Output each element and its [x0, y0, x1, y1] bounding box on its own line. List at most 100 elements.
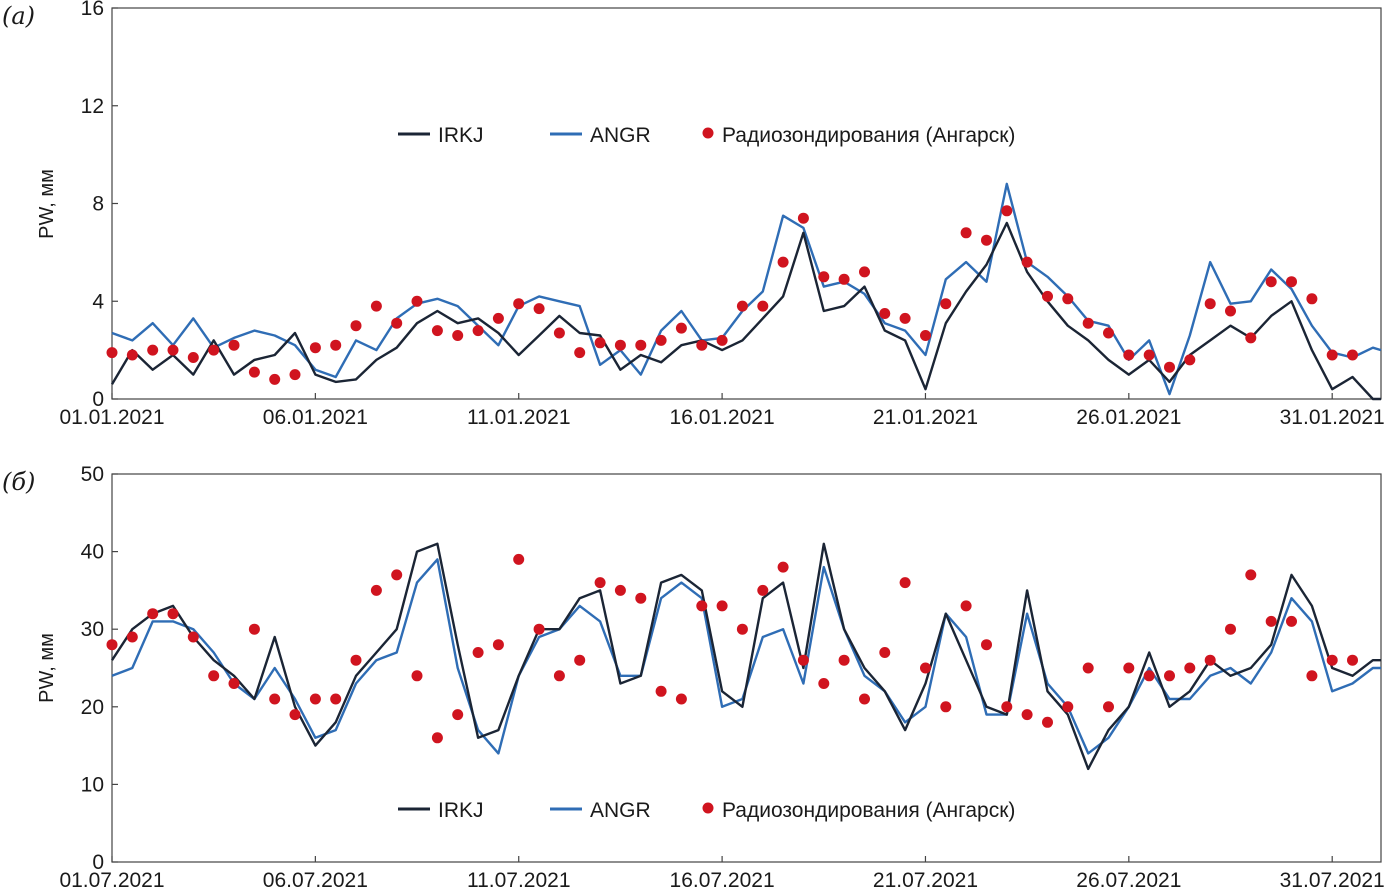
- radiosonde-point: [1103, 701, 1114, 713]
- x-tick-label: 11.07.2021: [467, 869, 571, 892]
- radiosonde-point: [370, 300, 382, 312]
- radiosonde-point: [1143, 670, 1155, 682]
- radiosonde-point: [1326, 654, 1338, 666]
- series-line-angr: [111, 182, 1382, 396]
- radiosonde-point: [920, 330, 931, 341]
- radiosonde-point: [1225, 623, 1236, 635]
- radiosonde-point: [228, 678, 240, 689]
- radiosonde-point: [1245, 569, 1257, 581]
- legend-swatch-radiosonde: [702, 127, 714, 139]
- x-ticks-a: 01.01.2021 06.01.2021 11.01.2021 16.01.2021…: [59, 393, 1385, 429]
- radiosonde-point: [533, 303, 545, 315]
- radiosonde-point: [350, 654, 362, 666]
- radiosonde-point: [126, 349, 138, 361]
- radiosonde-point: [452, 709, 464, 721]
- radiosonde-point: [1326, 349, 1338, 361]
- radiosonde-point: [167, 608, 179, 620]
- series-lines-a: [110, 182, 1382, 401]
- x-tick-label: 26.07.2021: [1076, 869, 1181, 892]
- radiosonde-point: [594, 337, 606, 349]
- y-tick-label: 0: [92, 851, 104, 874]
- radiosonde-point: [391, 569, 403, 581]
- radiosonde-point: [696, 600, 708, 612]
- radiosonde-point: [1306, 670, 1318, 682]
- legend-label-irkj: IRKJ: [438, 124, 484, 147]
- y-ticks-b: 0 10 20 30 40 50: [81, 463, 118, 874]
- x-tick-label: 16.07.2021: [670, 869, 775, 892]
- radiosonde-point: [513, 553, 525, 565]
- x-tick-label: 01.01.2021: [59, 406, 164, 429]
- radiosonde-point: [1184, 354, 1196, 366]
- y-tick-label: 16: [81, 0, 104, 20]
- y-tick-label: 20: [81, 696, 104, 719]
- radiosonde-point: [350, 320, 362, 332]
- x-tick-label: 31.01.2021: [1280, 406, 1385, 429]
- radiosonde-point: [899, 577, 911, 589]
- radiosonde-point: [818, 678, 830, 689]
- radiosonde-point: [879, 647, 891, 658]
- radiosonde-point: [431, 325, 443, 337]
- radiosonde-point: [981, 234, 992, 246]
- radiosonde-point: [1265, 615, 1277, 627]
- radiosonde-point: [106, 639, 118, 651]
- radiosonde-point: [675, 693, 687, 705]
- radiosonde-point: [797, 654, 809, 666]
- radiosonde-point: [391, 317, 403, 329]
- y-tick-label: 30: [81, 618, 104, 641]
- radiosonde-point: [452, 330, 464, 341]
- radiosonde-point: [228, 339, 240, 351]
- y-axis-label-a: PW, мм: [36, 169, 58, 239]
- radiosonde-point: [655, 685, 667, 697]
- y-ticks-a: 0 4 8 12 16: [81, 0, 118, 411]
- radiosonde-point: [859, 693, 870, 705]
- radiosonde-point: [635, 339, 647, 351]
- y-tick-label: 0: [92, 388, 104, 411]
- radiosonde-point: [309, 693, 321, 705]
- radiosonde-point: [940, 298, 952, 310]
- panel-label-b: (б): [2, 468, 35, 496]
- radiosonde-point: [411, 670, 423, 682]
- radiosonde-point: [1164, 670, 1175, 682]
- y-axis-label-b: PW, мм: [36, 633, 58, 703]
- series-line-angr: [111, 558, 1381, 755]
- radiosonde-point: [574, 347, 586, 359]
- radiosonde-point: [1001, 205, 1013, 217]
- radiosonde-point: [716, 600, 728, 612]
- radiosonde-point: [777, 561, 789, 573]
- radiosonde-point: [269, 693, 281, 705]
- x-tick-label: 21.07.2021: [873, 869, 978, 892]
- radiosonde-point: [1062, 293, 1074, 305]
- radiosonde-point: [289, 709, 301, 721]
- y-tick-label: 40: [81, 541, 104, 564]
- panel-label-a: (а): [2, 2, 35, 30]
- radiosonde-point: [859, 266, 870, 278]
- radiosonde-point: [330, 339, 342, 351]
- radiosonde-point: [1184, 662, 1196, 674]
- legend-swatch-radiosonde: [702, 802, 714, 814]
- x-tick-label: 06.07.2021: [263, 869, 368, 892]
- radiosonde-point: [472, 325, 484, 337]
- radiosonde-point: [696, 339, 708, 351]
- plot-frame-a: [111, 7, 1382, 400]
- legend-label-radiosonde: Радиозондирования (Ангарск): [722, 799, 1015, 822]
- x-tick-label: 06.01.2021: [263, 406, 368, 429]
- radiosonde-point: [777, 256, 789, 268]
- radiosonde-point: [1306, 293, 1318, 305]
- radiosonde-point: [248, 623, 260, 635]
- radiosonde-point: [1286, 276, 1297, 288]
- radiosonde-point: [106, 347, 118, 359]
- x-tick-label: 31.07.2021: [1280, 869, 1385, 892]
- radiosonde-point: [574, 654, 586, 666]
- radiosonde-point: [553, 327, 565, 339]
- radiosonde-point: [1082, 317, 1094, 329]
- radiosonde-point: [126, 631, 138, 643]
- radiosonde-point: [1245, 332, 1257, 344]
- radiosonde-point: [1286, 615, 1297, 627]
- y-tick-label: 8: [92, 193, 104, 216]
- radiosonde-point: [513, 298, 525, 310]
- x-ticks-b: 01.07.2021 06.07.2021 11.07.2021 16.07.2021…: [59, 856, 1385, 892]
- radiosonde-point: [614, 339, 626, 351]
- radiosonde-point: [1347, 349, 1358, 361]
- radiosonde-point: [492, 639, 504, 651]
- y-tick-label: 4: [92, 290, 104, 313]
